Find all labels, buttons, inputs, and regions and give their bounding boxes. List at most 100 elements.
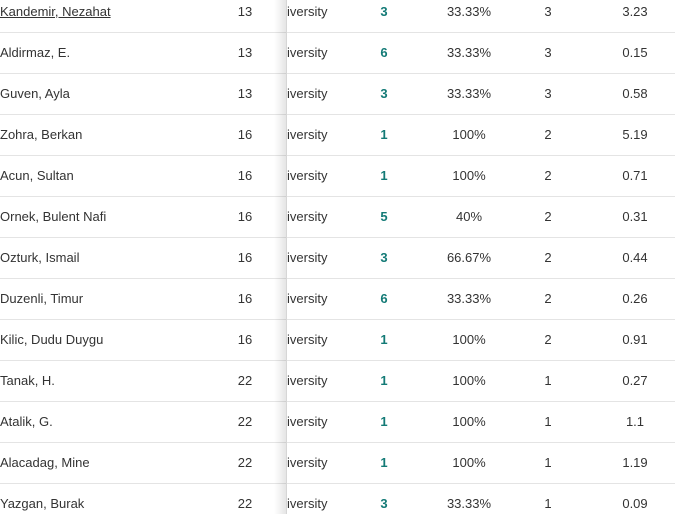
institution: iversity bbox=[287, 4, 328, 19]
score: 0.31 bbox=[622, 209, 648, 224]
group-count: 2 bbox=[544, 250, 552, 265]
document-count[interactable]: 1 bbox=[380, 332, 388, 347]
rank: 16 bbox=[237, 250, 253, 265]
rank: 22 bbox=[237, 373, 253, 388]
percentage: 100% bbox=[452, 414, 486, 429]
percentage: 100% bbox=[452, 332, 486, 347]
document-count[interactable]: 5 bbox=[380, 209, 388, 224]
group-count: 1 bbox=[544, 373, 552, 388]
rank: 16 bbox=[237, 168, 253, 183]
group-count: 2 bbox=[544, 332, 552, 347]
group-count: 2 bbox=[544, 291, 552, 306]
author-name: Atalik, G. bbox=[0, 414, 53, 429]
group-count: 3 bbox=[544, 4, 552, 19]
percentage: 100% bbox=[452, 455, 486, 470]
score: 0.71 bbox=[622, 168, 648, 183]
rank: 16 bbox=[237, 209, 253, 224]
document-count[interactable]: 3 bbox=[380, 250, 388, 265]
author-name[interactable]: Kandemir, Nezahat bbox=[0, 4, 111, 19]
percentage: 40% bbox=[455, 209, 483, 224]
institution: iversity bbox=[287, 209, 328, 224]
percentage: 66.67% bbox=[446, 250, 492, 265]
score: 1.1 bbox=[625, 414, 645, 429]
author-name: Kilic, Dudu Duygu bbox=[0, 332, 104, 347]
column-shadow bbox=[274, 0, 287, 514]
table-row: Atalik, G. 22 iversity 1 100% 1 1.1 bbox=[0, 402, 675, 443]
score: 3.23 bbox=[622, 4, 648, 19]
group-count: 1 bbox=[544, 455, 552, 470]
percentage: 33.33% bbox=[446, 291, 492, 306]
score: 0.26 bbox=[622, 291, 648, 306]
author-name: Ornek, Bulent Nafi bbox=[0, 209, 107, 224]
score: 5.19 bbox=[622, 127, 648, 142]
score: 0.09 bbox=[622, 496, 648, 511]
table-row: Yazgan, Burak 22 iversity 3 33.33% 1 0.09 bbox=[0, 484, 675, 514]
rank: 22 bbox=[237, 455, 253, 470]
institution: iversity bbox=[287, 332, 328, 347]
table-row: Duzenli, Timur 16 iversity 6 33.33% 2 0.26 bbox=[0, 279, 675, 320]
institution: iversity bbox=[287, 414, 328, 429]
percentage: 100% bbox=[452, 373, 486, 388]
rank: 16 bbox=[237, 332, 253, 347]
author-name: Duzenli, Timur bbox=[0, 291, 84, 306]
author-name: Acun, Sultan bbox=[0, 168, 74, 183]
table-row: Acun, Sultan 16 iversity 1 100% 2 0.71 bbox=[0, 156, 675, 197]
table-row: Aldirmaz, E. 13 iversity 6 33.33% 3 0.15 bbox=[0, 33, 675, 74]
author-name: Tanak, H. bbox=[0, 373, 55, 388]
institution: iversity bbox=[287, 86, 328, 101]
percentage: 33.33% bbox=[446, 45, 492, 60]
institution: iversity bbox=[287, 45, 328, 60]
group-count: 2 bbox=[544, 168, 552, 183]
institution: iversity bbox=[287, 291, 328, 306]
table-row: Zohra, Berkan 16 iversity 1 100% 2 5.19 bbox=[0, 115, 675, 156]
author-name: Yazgan, Burak bbox=[0, 496, 85, 511]
document-count[interactable]: 1 bbox=[380, 168, 388, 183]
percentage: 33.33% bbox=[446, 86, 492, 101]
percentage: 100% bbox=[452, 127, 486, 142]
group-count: 3 bbox=[544, 45, 552, 60]
score: 1.19 bbox=[622, 455, 648, 470]
rank: 13 bbox=[237, 45, 253, 60]
group-count: 1 bbox=[544, 496, 552, 511]
table-row: Guven, Ayla 13 iversity 3 33.33% 3 0.58 bbox=[0, 74, 675, 115]
author-name: Aldirmaz, E. bbox=[0, 45, 71, 60]
document-count[interactable]: 3 bbox=[380, 4, 388, 19]
table-row: Ornek, Bulent Nafi 16 iversity 5 40% 2 0.31 bbox=[0, 197, 675, 238]
rank: 22 bbox=[237, 496, 253, 511]
table-row: Alacadag, Mine 22 iversity 1 100% 1 1.19 bbox=[0, 443, 675, 484]
document-count[interactable]: 1 bbox=[380, 373, 388, 388]
group-count: 2 bbox=[544, 209, 552, 224]
percentage: 33.33% bbox=[446, 4, 492, 19]
group-count: 1 bbox=[544, 414, 552, 429]
table-row: Tanak, H. 22 iversity 1 100% 1 0.27 bbox=[0, 361, 675, 402]
rank: 16 bbox=[237, 127, 253, 142]
document-count[interactable]: 1 bbox=[380, 455, 388, 470]
institution: iversity bbox=[287, 127, 328, 142]
percentage: 33.33% bbox=[446, 496, 492, 511]
document-count[interactable]: 3 bbox=[380, 86, 388, 101]
table-row: Kilic, Dudu Duygu 16 iversity 1 100% 2 0.91 bbox=[0, 320, 675, 361]
rank: 22 bbox=[237, 414, 253, 429]
institution: iversity bbox=[287, 168, 328, 183]
score: 0.58 bbox=[622, 86, 648, 101]
table-row: Ozturk, Ismail 16 iversity 3 66.67% 2 0.44 bbox=[0, 238, 675, 279]
score: 0.44 bbox=[622, 250, 648, 265]
score: 0.27 bbox=[622, 373, 648, 388]
author-name: Zohra, Berkan bbox=[0, 127, 83, 142]
author-name: Guven, Ayla bbox=[0, 86, 70, 101]
group-count: 3 bbox=[544, 86, 552, 101]
document-count[interactable]: 1 bbox=[380, 127, 388, 142]
institution: iversity bbox=[287, 455, 328, 470]
document-count[interactable]: 3 bbox=[380, 496, 388, 511]
document-count[interactable]: 6 bbox=[380, 291, 388, 306]
group-count: 2 bbox=[544, 127, 552, 142]
document-count[interactable]: 6 bbox=[380, 45, 388, 60]
institution: iversity bbox=[287, 373, 328, 388]
document-count[interactable]: 1 bbox=[380, 414, 388, 429]
rank: 13 bbox=[237, 4, 253, 19]
author-name: Ozturk, Ismail bbox=[0, 250, 80, 265]
institution: iversity bbox=[287, 496, 328, 511]
author-name: Alacadag, Mine bbox=[0, 455, 90, 470]
